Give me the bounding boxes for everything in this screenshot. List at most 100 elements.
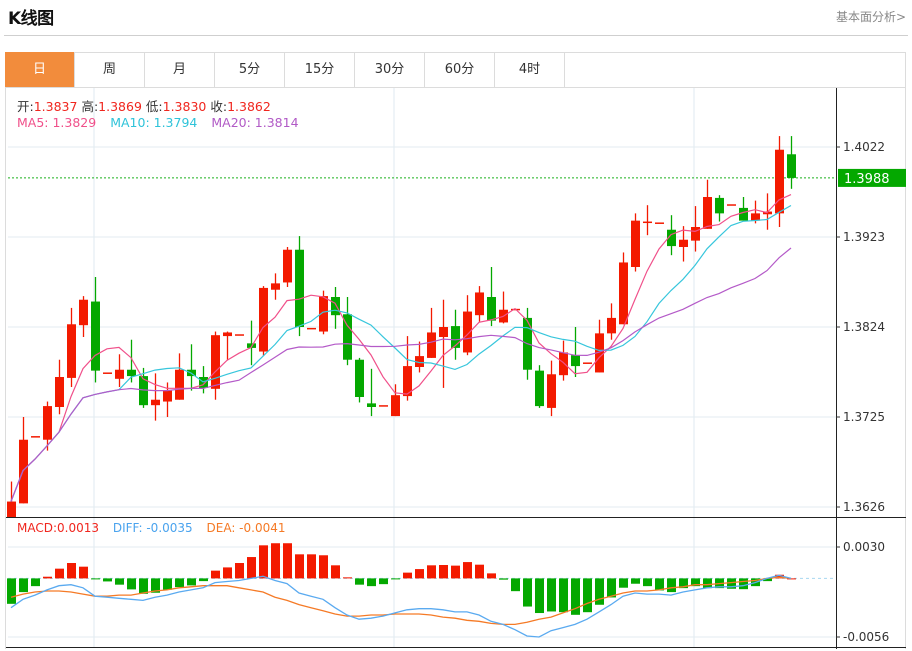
macd-bar: [631, 578, 640, 584]
candle-body: [7, 501, 16, 517]
macd-bar: [763, 578, 772, 582]
candle-body: [55, 377, 64, 407]
candle-body: [751, 213, 760, 221]
candle-body: [175, 369, 184, 400]
candle-body: [223, 332, 232, 337]
macd-bar: [79, 566, 88, 579]
candle-body: [355, 359, 364, 397]
tab-week[interactable]: 周: [75, 52, 145, 87]
candle-body: [547, 374, 556, 408]
candle-body: [715, 197, 724, 214]
candle-body: [31, 436, 40, 438]
macd-bar: [307, 554, 316, 579]
macd-legend: MACD:0.0013 DIFF: -0.0035 DEA: -0.0041: [17, 521, 286, 535]
price-tick-label: 1.4022: [843, 140, 885, 154]
candle-body: [571, 355, 580, 367]
macd-bar: [55, 568, 64, 579]
ma20-line: [10, 247, 792, 502]
candle-body: [115, 369, 124, 379]
macd-bar: [427, 565, 436, 579]
tab-30min[interactable]: 30分: [355, 52, 425, 87]
macd-bar: [115, 578, 124, 585]
macd-bar: [583, 578, 592, 613]
tab-month[interactable]: 月: [145, 52, 215, 87]
candle-body: [703, 197, 712, 229]
macd-bar: [91, 578, 100, 580]
price-tick-label: 1.3824: [843, 320, 885, 334]
candle-body: [163, 390, 172, 402]
candle-body: [307, 327, 316, 330]
candle-body: [379, 405, 388, 407]
macd-bar: [271, 543, 280, 579]
tab-day[interactable]: 日: [5, 52, 75, 87]
candle-body: [235, 334, 244, 336]
tab-4hour[interactable]: 4时: [495, 52, 565, 87]
candle-body: [427, 332, 436, 358]
high-label: 高:: [81, 99, 99, 114]
candle-body: [475, 292, 484, 316]
candle-body: [43, 406, 52, 440]
candle-body: [67, 324, 76, 378]
candle-body: [319, 296, 328, 332]
ma20-legend: MA20: 1.3814: [211, 115, 299, 130]
macd-bar: [451, 565, 460, 579]
macd-legend-value: MACD:0.0013: [17, 521, 100, 535]
candle-body: [391, 395, 400, 417]
macd-bar: [739, 578, 748, 590]
macd-bar: [343, 577, 352, 579]
candle-body: [631, 220, 640, 267]
candle-body: [151, 399, 160, 406]
candle-body: [739, 207, 748, 221]
candle-body: [619, 262, 628, 325]
candle-body: [403, 366, 412, 397]
period-tabs: 日 周 月 5分 15分 30分 60分 4时: [5, 52, 906, 88]
close-value: 1.3862: [227, 99, 271, 114]
candle-body: [331, 297, 340, 316]
macd-bar: [163, 578, 172, 590]
candle-body: [367, 403, 376, 407]
macd-bar: [67, 563, 76, 579]
macd-tick-label: -0.0056: [843, 630, 889, 644]
candle-body: [283, 249, 292, 283]
tab-5min[interactable]: 5分: [215, 52, 285, 87]
macd-bar: [211, 570, 220, 579]
candle-body: [691, 227, 700, 241]
macd-bar: [475, 564, 484, 579]
macd-bar: [571, 578, 580, 615]
macd-bar: [367, 578, 376, 587]
macd-bar: [283, 543, 292, 579]
macd-bar: [703, 578, 712, 589]
tab-15min[interactable]: 15分: [285, 52, 355, 87]
open-label: 开:: [17, 99, 34, 114]
macd-bar: [655, 578, 664, 591]
candle-body: [103, 372, 112, 374]
fundamental-analysis-link[interactable]: 基本面分析>: [835, 10, 906, 24]
macd-bar: [7, 578, 16, 604]
macd-bar: [727, 578, 736, 589]
macd-bar: [679, 578, 688, 589]
current-price-badge: [838, 168, 906, 187]
candle-body: [91, 301, 100, 371]
macd-bar: [259, 545, 268, 579]
candle-body: [607, 317, 616, 334]
macd-tick-label: 0.0030: [843, 540, 885, 554]
candle-body: [595, 333, 604, 373]
candle-body: [259, 287, 268, 352]
ma5-legend: MA5: 1.3829: [17, 115, 97, 130]
dea-line: [10, 576, 792, 626]
macd-bar: [547, 578, 556, 612]
diff-legend-value: DIFF: -0.0035: [112, 521, 193, 535]
macd-bar: [175, 578, 184, 588]
candle-body: [727, 204, 736, 206]
macd-bar: [139, 578, 148, 594]
macd-bar: [31, 578, 40, 587]
macd-bar: [499, 578, 508, 580]
tab-60min[interactable]: 60分: [425, 52, 495, 87]
candle-body: [127, 369, 136, 377]
macd-bar: [619, 578, 628, 588]
macd-bar: [535, 578, 544, 614]
macd-bar: [403, 572, 412, 579]
macd-bar: [691, 578, 700, 587]
macd-bar: [151, 578, 160, 593]
